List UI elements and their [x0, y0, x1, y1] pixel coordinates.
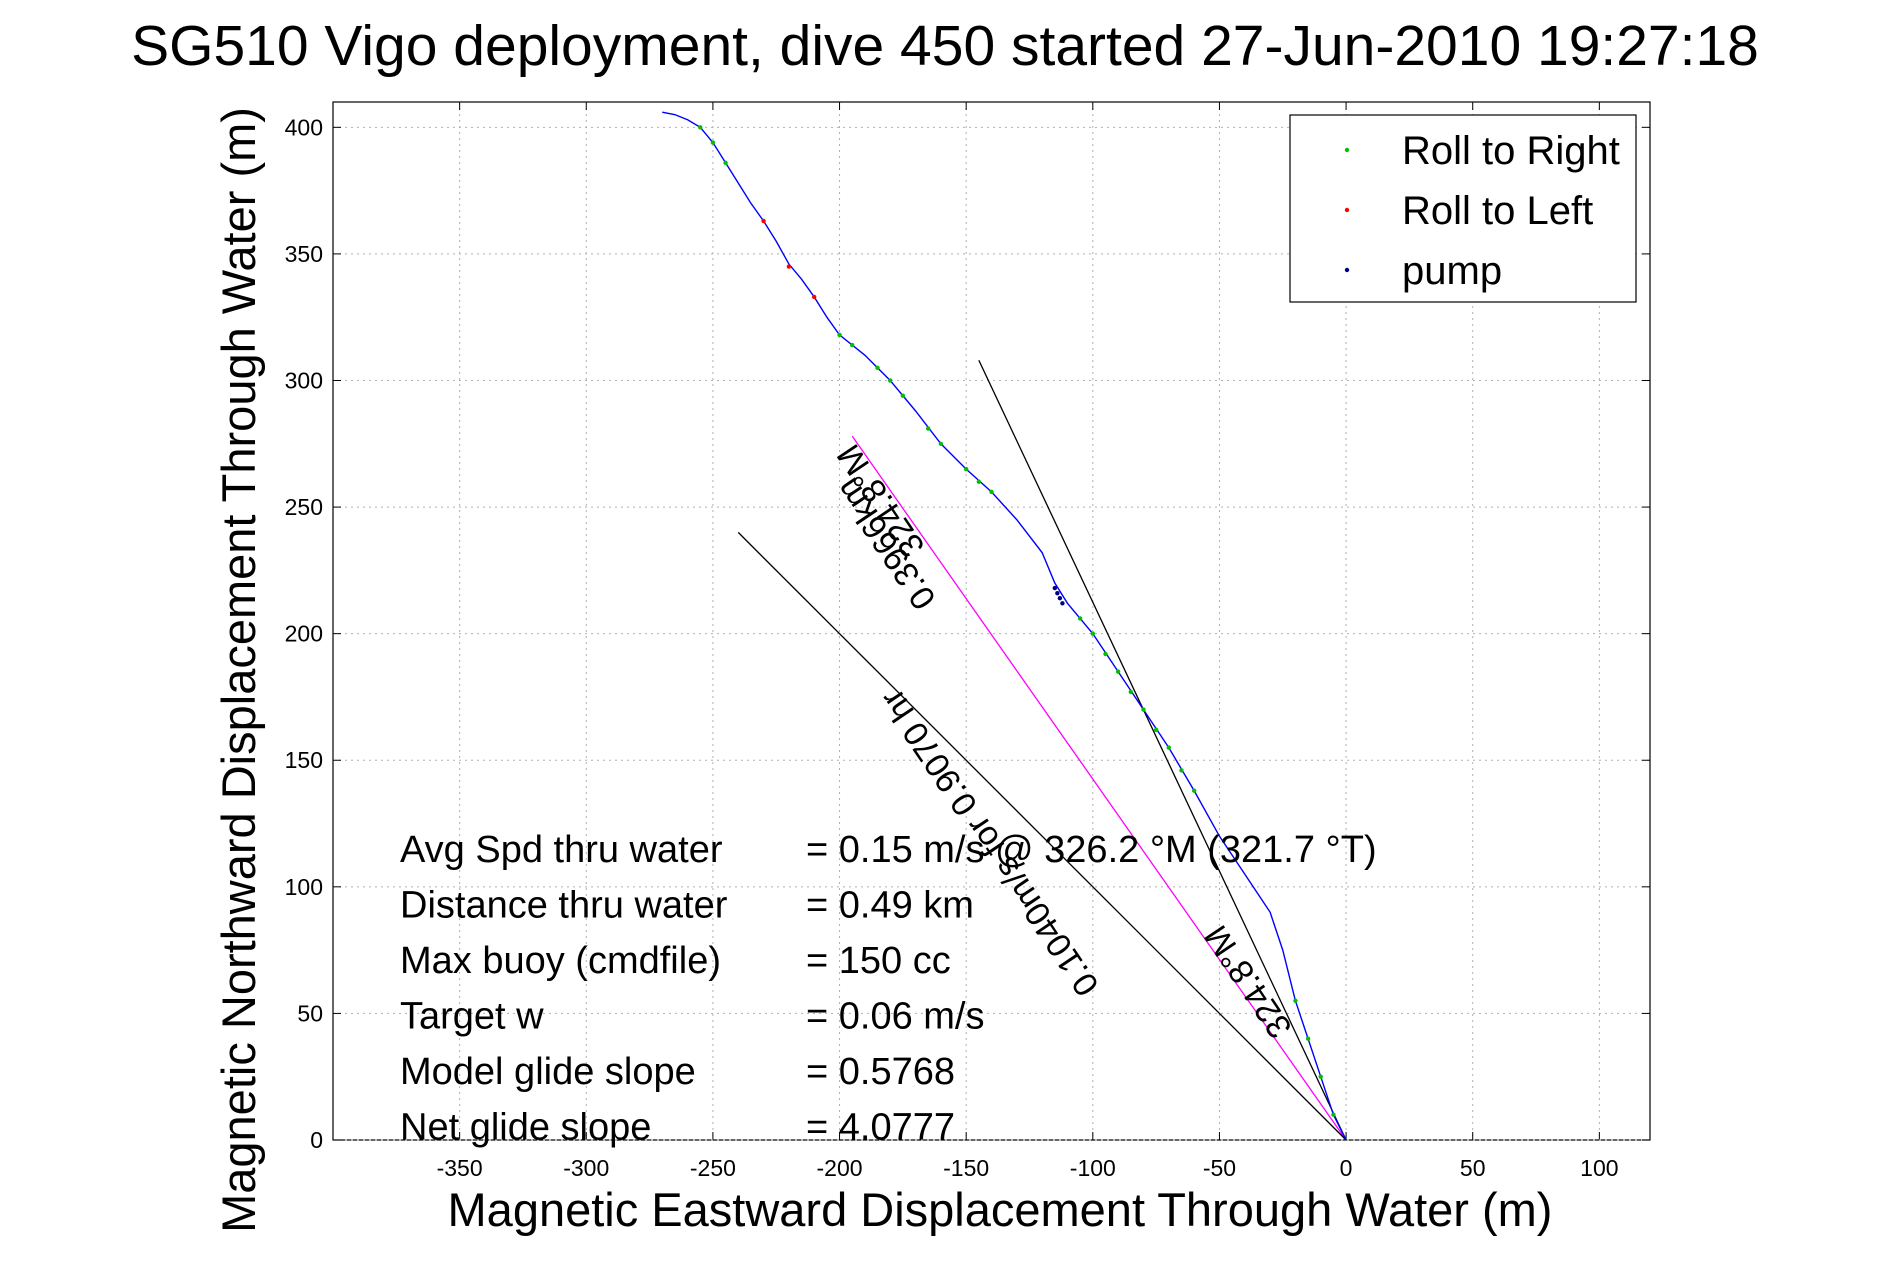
roll-left-point	[812, 294, 817, 300]
stat-label: Avg Spd thru water	[400, 829, 723, 871]
roll-right-point	[963, 466, 969, 472]
x-tick-label: -350	[437, 1155, 483, 1181]
y-tick-label: 50	[297, 1000, 323, 1026]
roll-right-point	[837, 332, 842, 338]
roll-right-point	[925, 426, 931, 431]
roll-right-point	[1179, 768, 1184, 773]
stat-label: Net glide slope	[400, 1107, 651, 1149]
pump-point	[1060, 601, 1065, 606]
roll-right-point	[850, 342, 855, 348]
y-tick-label: 400	[285, 114, 323, 140]
y-axis-label: Magnetic Northward Displacement Through …	[212, 107, 265, 1233]
pump-point	[1052, 585, 1058, 591]
x-tick-label: 100	[1580, 1155, 1618, 1181]
roll-right-point	[900, 393, 906, 398]
stat-label: Max buoy (cmdfile)	[400, 940, 721, 982]
stat-value: = 0.15 m/s @ 326.2 °M (321.7 °T)	[806, 829, 1377, 871]
stat-value: = 0.49 km	[806, 885, 974, 927]
roll-right-point	[723, 160, 728, 165]
legend: Roll to Right Roll to Left pump	[1289, 114, 1637, 303]
roll-right-point	[1090, 631, 1096, 636]
legend-label: Roll to Right	[1402, 129, 1620, 173]
roll-right-point	[989, 489, 994, 495]
pump-point	[1057, 596, 1063, 601]
roll-right-point	[1331, 1112, 1336, 1117]
stat-value: = 4.0777	[806, 1107, 955, 1149]
roll-right-point	[1128, 689, 1133, 695]
heading-line	[851, 435, 1347, 1141]
legend-label: pump	[1402, 249, 1502, 293]
roll-right-point	[1318, 1074, 1323, 1079]
roll-right-point	[976, 479, 982, 484]
y-tick-label: 0	[310, 1127, 323, 1153]
y-tick-label: 100	[285, 874, 323, 900]
x-tick-label: -250	[690, 1155, 736, 1181]
roll-left-point	[786, 264, 792, 269]
chart-title: SG510 Vigo deployment, dive 450 started …	[131, 14, 1759, 78]
x-axis-label: Magnetic Eastward Displacement Through W…	[448, 1183, 1553, 1236]
legend-marker	[1344, 207, 1350, 213]
y-tick-label: 350	[285, 241, 323, 267]
stat-label: Target w	[400, 996, 544, 1038]
stat-label: Model glide slope	[400, 1051, 696, 1093]
roll-right-point	[710, 140, 716, 145]
stat-value: = 0.06 m/s	[806, 996, 984, 1038]
x-tick-label: 50	[1460, 1155, 1486, 1181]
x-tick-label: -100	[1070, 1155, 1116, 1181]
stats-block: Avg Spd thru water = 0.15 m/s @ 326.2 °M …	[400, 829, 1377, 1149]
roll-right-point	[875, 365, 880, 371]
x-tick-label: -300	[563, 1155, 609, 1181]
roll-right-point	[1293, 998, 1298, 1003]
stat-value: = 150 cc	[806, 940, 951, 982]
stat-value: = 0.5768	[806, 1051, 955, 1093]
roll-right-point	[698, 125, 703, 130]
x-tick-label: 0	[1340, 1155, 1353, 1181]
x-tick-label: -200	[817, 1155, 863, 1181]
roll-right-point	[1115, 669, 1121, 674]
x-tick-label: -50	[1203, 1155, 1236, 1181]
y-tick-label: 200	[285, 621, 323, 647]
y-tick-label: 300	[285, 367, 323, 393]
roll-right-point	[887, 378, 893, 383]
y-tick-label: 150	[285, 747, 323, 773]
roll-right-point	[1103, 651, 1108, 657]
roll-left-point	[761, 218, 766, 224]
roll-right-point	[1077, 616, 1083, 621]
pump-point	[1055, 590, 1060, 596]
y-tick-label: 250	[285, 494, 323, 520]
heading-line	[978, 359, 1347, 1141]
legend-marker	[1344, 147, 1350, 153]
x-tick-label: -150	[943, 1155, 989, 1181]
stat-label: Distance thru water	[400, 885, 728, 927]
roll-right-point	[1191, 788, 1197, 793]
roll-right-point	[1141, 707, 1146, 712]
roll-right-point	[938, 441, 944, 446]
roll-right-point	[1166, 745, 1171, 750]
heading-line	[737, 531, 1347, 1141]
roll-right-point	[1305, 1036, 1311, 1041]
legend-label: Roll to Left	[1402, 189, 1593, 233]
roll-right-point	[1153, 727, 1159, 733]
legend-marker	[1344, 267, 1350, 273]
